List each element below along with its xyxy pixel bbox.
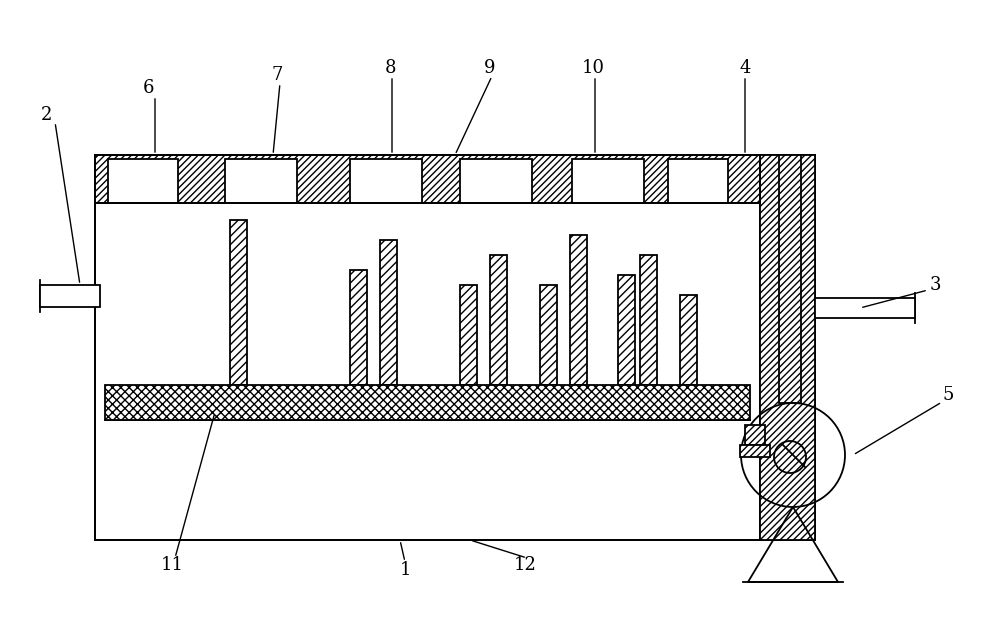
Bar (40, 285, 100, 307)
Text: 11: 11 (160, 556, 184, 574)
Bar (95, 155, 760, 203)
Text: 5: 5 (942, 386, 954, 404)
Bar (95, 155, 815, 540)
Bar (740, 445, 770, 457)
Text: 3: 3 (929, 276, 941, 294)
Bar (570, 235, 587, 385)
Bar (460, 159, 532, 203)
Bar (779, 155, 801, 403)
Bar (105, 385, 750, 420)
Text: 1: 1 (399, 561, 411, 579)
Bar (380, 240, 397, 385)
Text: 6: 6 (142, 79, 154, 97)
Text: 7: 7 (271, 66, 283, 84)
Bar (540, 285, 557, 385)
Bar (668, 159, 728, 203)
Bar (640, 255, 657, 385)
Text: 12: 12 (514, 556, 536, 574)
Bar (108, 159, 178, 203)
Bar (760, 155, 815, 540)
Bar (95, 155, 760, 203)
Bar (745, 425, 765, 445)
Bar (815, 298, 915, 318)
Bar (230, 220, 247, 385)
Bar (225, 159, 297, 203)
Bar (618, 275, 635, 385)
Bar (680, 295, 697, 385)
Bar (572, 159, 644, 203)
Text: 8: 8 (384, 59, 396, 77)
Text: 2: 2 (41, 106, 53, 124)
Bar (350, 270, 367, 385)
Bar (490, 255, 507, 385)
Bar (460, 285, 477, 385)
Text: 10: 10 (582, 59, 604, 77)
Text: 4: 4 (739, 59, 751, 77)
Text: 9: 9 (484, 59, 496, 77)
Bar (350, 159, 422, 203)
Bar (760, 155, 815, 540)
